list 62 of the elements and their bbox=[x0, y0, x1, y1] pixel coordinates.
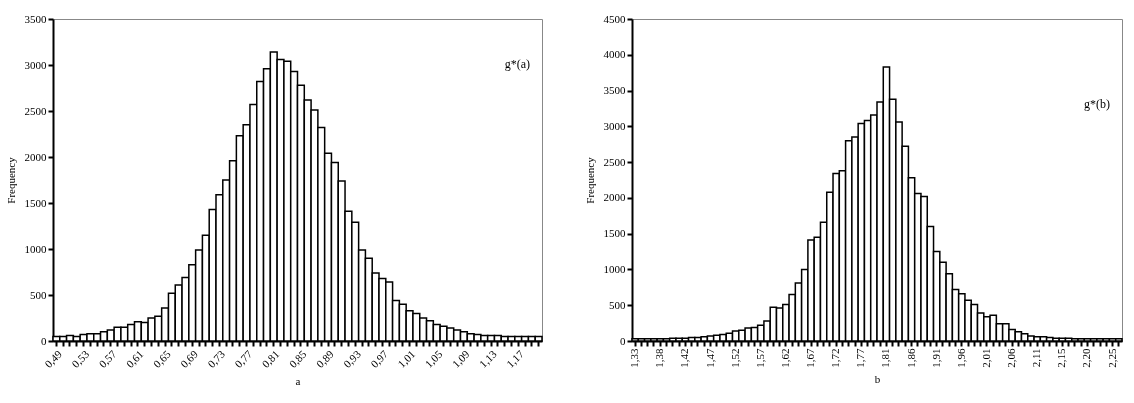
y-tick-label: 4500 bbox=[603, 12, 626, 25]
x-tick-label: 1,52 bbox=[728, 348, 741, 368]
y-tick-label: 3000 bbox=[24, 58, 47, 71]
annotation: g*(a) bbox=[504, 57, 530, 71]
x-tick-label: 0,73 bbox=[205, 347, 228, 370]
x-tick-label: 0,53 bbox=[69, 347, 92, 370]
x-tick-label: 0,85 bbox=[286, 347, 310, 370]
x-axis-title: b bbox=[874, 372, 881, 385]
x-tick-label: 1,47 bbox=[703, 348, 716, 368]
x-tick-label: 1,05 bbox=[422, 347, 445, 370]
x-tick-label: 1,57 bbox=[753, 348, 766, 368]
x-tick-label: 1,42 bbox=[678, 348, 691, 368]
y-axis-title: Frequency bbox=[4, 156, 17, 204]
x-tick-label: 1,67 bbox=[804, 348, 817, 368]
y-tick-label: 0 bbox=[41, 334, 47, 347]
x-tick-label: 1,09 bbox=[449, 347, 473, 370]
x-tick-label: 1,62 bbox=[778, 348, 791, 368]
y-tick-label: 4000 bbox=[603, 48, 626, 61]
y-tick-label: 1500 bbox=[603, 227, 626, 240]
y-axis-title: Frequency bbox=[583, 156, 596, 204]
annotation: g*(b) bbox=[1084, 97, 1110, 111]
x-tick-label: 2,01 bbox=[979, 348, 992, 368]
x-tick-label: 0,49 bbox=[42, 347, 65, 370]
y-tick-label: 0 bbox=[620, 334, 626, 347]
x-tick-label: 0,89 bbox=[313, 347, 337, 370]
y-tick-label: 1500 bbox=[24, 196, 47, 209]
y-tick-label: 3000 bbox=[603, 119, 626, 132]
y-tick-label: 2000 bbox=[603, 191, 626, 204]
y-tick-label: 3500 bbox=[603, 84, 626, 97]
x-tick-label: 2,06 bbox=[1005, 348, 1018, 368]
x-tick-label: 0,61 bbox=[123, 347, 146, 370]
x-tick-label: 1,91 bbox=[929, 348, 942, 368]
x-tick-label: 1,13 bbox=[476, 347, 500, 370]
y-tick-label: 500 bbox=[609, 298, 626, 311]
x-tick-label: 2,25 bbox=[1105, 348, 1118, 368]
x-axis-title: a bbox=[295, 374, 301, 387]
x-tick-label: 1,81 bbox=[879, 348, 892, 368]
x-tick-label: 0,77 bbox=[232, 347, 255, 370]
x-tick-label: 1,77 bbox=[854, 348, 867, 368]
x-tick-label: 0,97 bbox=[368, 347, 391, 370]
x-tick-label: 0,81 bbox=[259, 347, 282, 370]
x-tick-label: 2,11 bbox=[1030, 348, 1043, 368]
x-tick-label: 2,20 bbox=[1080, 348, 1093, 368]
y-tick-label: 1000 bbox=[24, 242, 47, 255]
y-tick-label: 1000 bbox=[603, 262, 626, 275]
x-tick-label: 0,93 bbox=[340, 347, 364, 370]
y-tick-label: 3500 bbox=[24, 12, 47, 25]
x-tick-label: 1,72 bbox=[829, 348, 842, 368]
x-tick-label: 1,38 bbox=[653, 348, 666, 368]
x-tick-label: 1,17 bbox=[503, 347, 527, 370]
x-tick-label: 0,57 bbox=[96, 347, 119, 370]
x-tick-label: 1,86 bbox=[904, 348, 917, 368]
x-tick-label: 1,96 bbox=[954, 348, 967, 368]
x-tick-label: 1,01 bbox=[395, 347, 418, 370]
y-tick-label: 2500 bbox=[24, 104, 47, 117]
y-tick-label: 500 bbox=[30, 288, 47, 301]
x-tick-label: 0,65 bbox=[150, 347, 174, 370]
x-tick-label: 2,15 bbox=[1055, 348, 1068, 368]
y-tick-label: 2000 bbox=[24, 150, 47, 163]
y-tick-label: 2500 bbox=[603, 155, 626, 168]
x-tick-label: 0,69 bbox=[177, 347, 201, 370]
x-tick-label: 1,33 bbox=[628, 348, 641, 368]
